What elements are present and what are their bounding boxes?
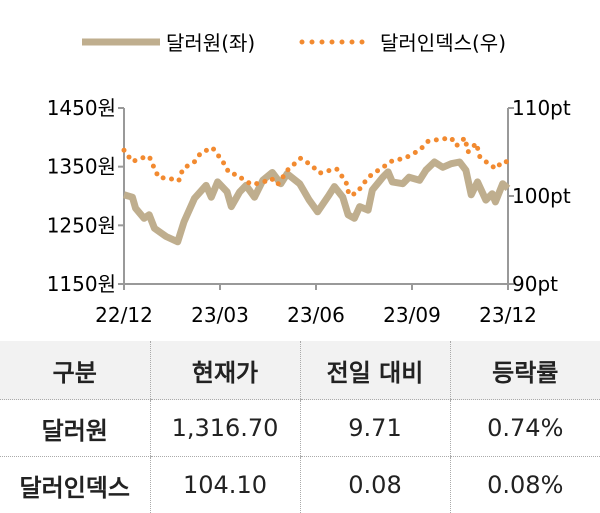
table-row: 달러인덱스 104.10 0.08 0.08%: [0, 457, 600, 513]
header-change-rate: 등락률: [450, 341, 600, 400]
x-tick-label: 23/09: [383, 303, 441, 327]
legend: 달러원(좌) 달러인덱스(우): [82, 31, 506, 55]
x-tick-label: 23/12: [479, 303, 537, 327]
header-category: 구분: [0, 341, 150, 400]
exchange-rate-table: 구분 현재가 전일 대비 등락률 달러원 1,316.70 9.71 0.74%…: [0, 341, 600, 513]
legend-label-dxy: 달러인덱스(우): [380, 31, 506, 55]
y-right-tick-label: 110pt: [512, 96, 571, 120]
header-current-price: 현재가: [150, 341, 300, 400]
x-tick-label: 23/03: [191, 303, 249, 327]
x-tick-label: 22/12: [95, 303, 153, 327]
current-price: 104.10: [150, 457, 300, 513]
y-right-tick-label: 100pt: [512, 184, 571, 208]
x-tick-label: 23/06: [287, 303, 345, 327]
legend-label-usdkrw: 달러원(좌): [166, 31, 255, 55]
row-name: 달러원: [0, 400, 150, 457]
header-change: 전일 대비: [300, 341, 450, 400]
change: 9.71: [300, 400, 450, 457]
table-row: 달러원 1,316.70 9.71 0.74%: [0, 400, 600, 457]
current-price: 1,316.70: [150, 400, 300, 457]
y-left-tick-label: 1350원: [47, 155, 116, 179]
y-left-tick-label: 1150원: [47, 272, 116, 296]
change-rate: 0.08%: [450, 457, 600, 513]
change: 0.08: [300, 457, 450, 513]
y-left-tick-label: 1450원: [47, 96, 116, 120]
y-left-tick-label: 1250원: [47, 213, 116, 237]
y-right-tick-label: 90pt: [512, 272, 558, 296]
row-name: 달러인덱스: [0, 457, 150, 513]
table-header-row: 구분 현재가 전일 대비 등락률: [0, 341, 600, 400]
exchange-rate-chart: 달러원(좌) 달러인덱스(우) 1450원 1350원 1250원 1150원 110p…: [0, 0, 600, 340]
axes: [124, 108, 508, 284]
change-rate: 0.74%: [450, 400, 600, 457]
